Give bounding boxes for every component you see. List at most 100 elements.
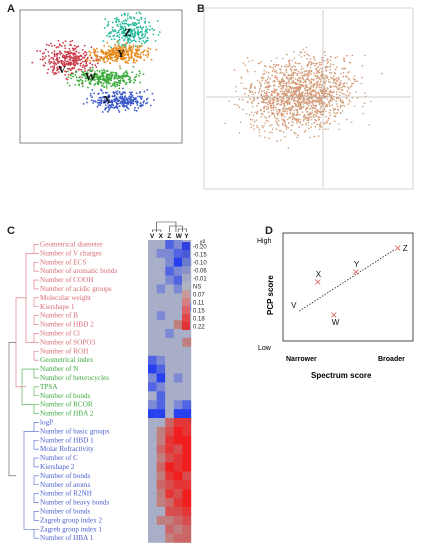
panel-b-point (259, 87, 261, 90)
panel-b-point (354, 80, 356, 83)
panel-b-point (291, 59, 294, 62)
panel-b-point (291, 81, 293, 83)
heatmap-cell (165, 435, 174, 445)
panel-b-point (298, 92, 301, 95)
panel-a-point (76, 59, 78, 62)
panel-a-point (69, 69, 72, 72)
panel-b-point (278, 86, 280, 88)
panel-b-point (337, 78, 339, 81)
panel-b-point (267, 107, 270, 110)
panel-a-point (63, 61, 65, 64)
panel-b-point (338, 122, 340, 125)
panel-a-point (112, 50, 115, 53)
panel-b-point (307, 102, 309, 105)
panel-b-point (311, 110, 314, 112)
panel-a-point (105, 53, 107, 56)
panel-a-point (111, 59, 114, 62)
panel-b-point (314, 65, 316, 67)
panel-b-point (288, 88, 290, 90)
panel-a-point (55, 63, 58, 66)
panel-a-point (49, 61, 52, 63)
panel-b-point (314, 93, 317, 96)
panel-a-point (146, 97, 149, 100)
panel-b-point (287, 102, 289, 104)
panel-c-heatmap-cells (148, 240, 192, 543)
panel-b-point (338, 83, 341, 86)
panel-b-point (267, 120, 269, 122)
panel-b-point (274, 76, 277, 79)
panel-a-point (127, 54, 129, 57)
panel-a-point (51, 52, 53, 54)
panel-b-point (251, 91, 254, 93)
panel-b-point (306, 119, 309, 121)
panel-a-point (116, 84, 119, 87)
scale-swatch (182, 322, 190, 330)
panel-b-point (285, 69, 287, 72)
panel-a-point (59, 53, 62, 56)
panel-a-point (103, 101, 105, 104)
panel-b-point (343, 59, 345, 61)
panel-a-point (108, 45, 110, 48)
panel-b-point (288, 117, 290, 119)
panel-b-point (330, 86, 333, 88)
panel-a-point (120, 14, 123, 16)
panel-b-point (297, 80, 300, 82)
panel-b-point (339, 112, 342, 114)
panel-b-point (305, 46, 308, 49)
panel-a-point (90, 57, 93, 60)
panel-b-point (263, 101, 266, 104)
panel-b-point (306, 107, 309, 109)
panel-b-point (253, 121, 256, 123)
panel-a-point (139, 91, 141, 93)
panel-b-point (269, 125, 271, 127)
panel-b-point (273, 90, 276, 92)
panel-b-point (267, 103, 269, 106)
panel-a-point (86, 97, 88, 100)
panel-d-x-tick-broader: Broader (378, 356, 405, 363)
panel-b-point (280, 139, 282, 141)
panel-a-point (89, 51, 92, 54)
panel-b-point (315, 92, 318, 95)
panel-b-point (304, 129, 307, 132)
panel-b-point (286, 53, 288, 56)
panel-b-point (318, 69, 321, 71)
panel-b-point (312, 86, 315, 88)
panel-a-point (117, 42, 120, 45)
panel-b-point (302, 77, 304, 80)
panel-a-point (148, 21, 151, 24)
panel-b-point (319, 90, 322, 93)
panel-b-point (323, 109, 325, 111)
panel-b-point (289, 86, 292, 89)
panel-b-point (333, 79, 336, 81)
panel-b-point (302, 119, 305, 122)
panel-b-point (323, 88, 326, 90)
panel-a-point (118, 111, 121, 113)
panel-a-point (113, 91, 116, 94)
panel-b-point (316, 110, 319, 112)
panel-b-point (313, 116, 315, 118)
panel-b-point (268, 137, 270, 140)
descriptor-label: Zagreb group index 1 (40, 525, 102, 533)
panel-b-point (301, 124, 303, 126)
panel-a-point (130, 29, 133, 31)
panel-a-point (98, 77, 101, 79)
panel-a-point (135, 92, 138, 95)
panel-b-point (346, 86, 349, 88)
panel-b-point (332, 81, 334, 84)
panel-b-point (272, 112, 275, 114)
panel-a-point (141, 28, 143, 31)
heatmap-cell (165, 462, 174, 472)
panel-b-point (315, 120, 318, 122)
heatmap-cell (148, 418, 157, 428)
panel-b-point (334, 82, 337, 84)
panel-b-point (296, 97, 299, 99)
panel-b-point (298, 85, 301, 88)
heatmap-cell (156, 266, 166, 276)
heatmap-cell (165, 507, 174, 517)
panel-b-point (309, 58, 312, 60)
panel-a-point (141, 34, 143, 37)
panel-b-point (341, 101, 344, 104)
panel-b-point (315, 114, 318, 116)
panel-b-point (325, 95, 327, 97)
panel-b-point (247, 95, 250, 97)
